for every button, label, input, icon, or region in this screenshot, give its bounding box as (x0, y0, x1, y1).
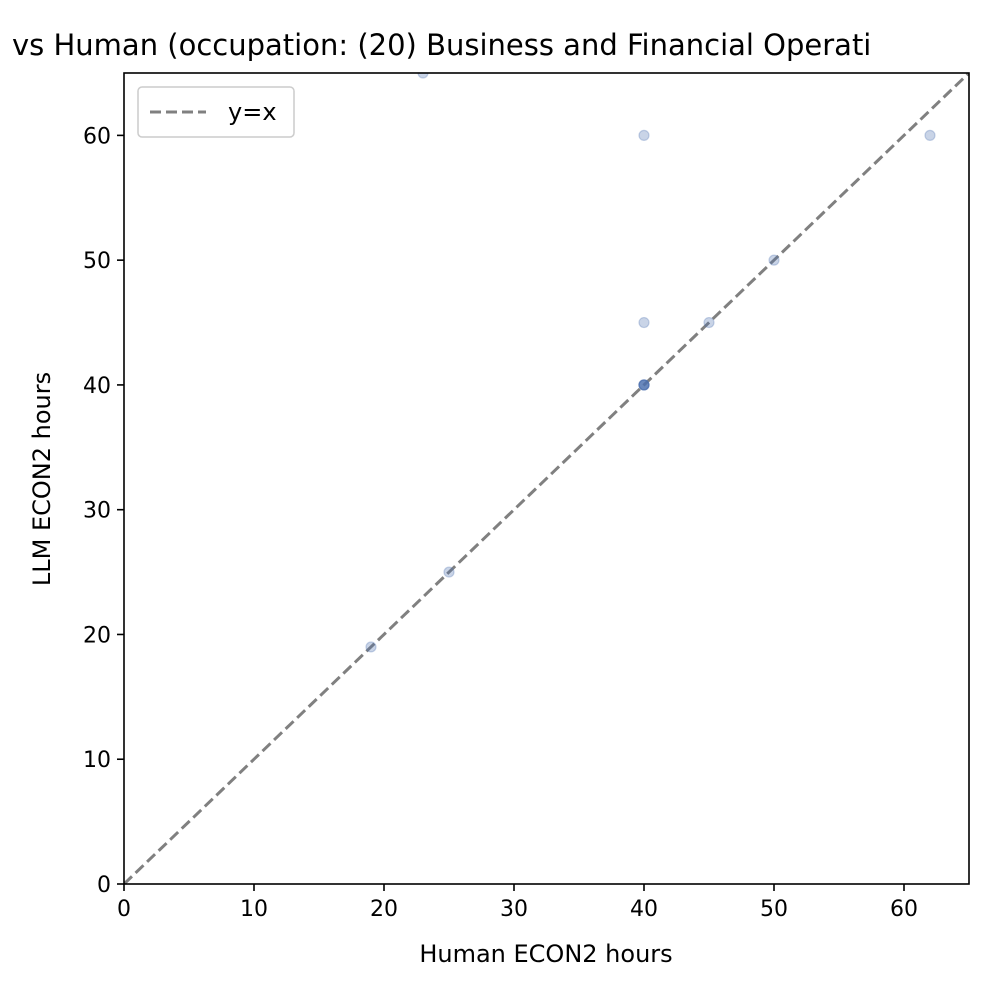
legend-label: y=x (228, 98, 277, 126)
x-tick-label: 20 (370, 897, 398, 922)
x-tick-label: 50 (760, 897, 788, 922)
data-point (703, 316, 715, 329)
data-point (365, 641, 377, 653)
y-tick-label: 50 (83, 249, 111, 274)
y-tick-label: 20 (83, 623, 111, 648)
data-point (638, 129, 650, 141)
chart-title: vs Human (occupation: (20) Business and … (12, 28, 871, 62)
legend-box (137, 86, 295, 138)
y-axis-label: LLM ECON2 hours (28, 372, 56, 586)
y-tick-label: 0 (97, 873, 111, 898)
reference-line-y-equals-x (124, 73, 969, 884)
x-tick-label: 0 (117, 897, 131, 922)
x-tick-label: 60 (890, 897, 918, 922)
x-axis-label: Human ECON2 hours (419, 940, 672, 968)
x-tick-label: 40 (630, 897, 658, 922)
y-tick-label: 10 (83, 748, 111, 773)
data-point (443, 566, 455, 578)
data-point (924, 129, 936, 141)
y-tick-label: 60 (83, 124, 111, 149)
data-point (638, 379, 650, 391)
data-point (417, 73, 429, 79)
x-tick-label: 10 (240, 897, 268, 922)
legend: y=x (137, 86, 295, 138)
axis-ticks: 0 10 20 30 40 50 60 0 10 20 30 40 50 60 (83, 124, 918, 922)
plot-area (123, 72, 970, 885)
x-tick-label: 30 (500, 897, 528, 922)
data-point (638, 379, 650, 391)
data-point (638, 379, 650, 391)
axes-frame (123, 72, 970, 885)
y-tick-label: 40 (83, 374, 111, 399)
data-point (768, 254, 780, 266)
data-point (638, 316, 650, 329)
data-point (638, 379, 650, 391)
y-tick-label: 30 (83, 499, 111, 524)
data-point (638, 379, 650, 391)
